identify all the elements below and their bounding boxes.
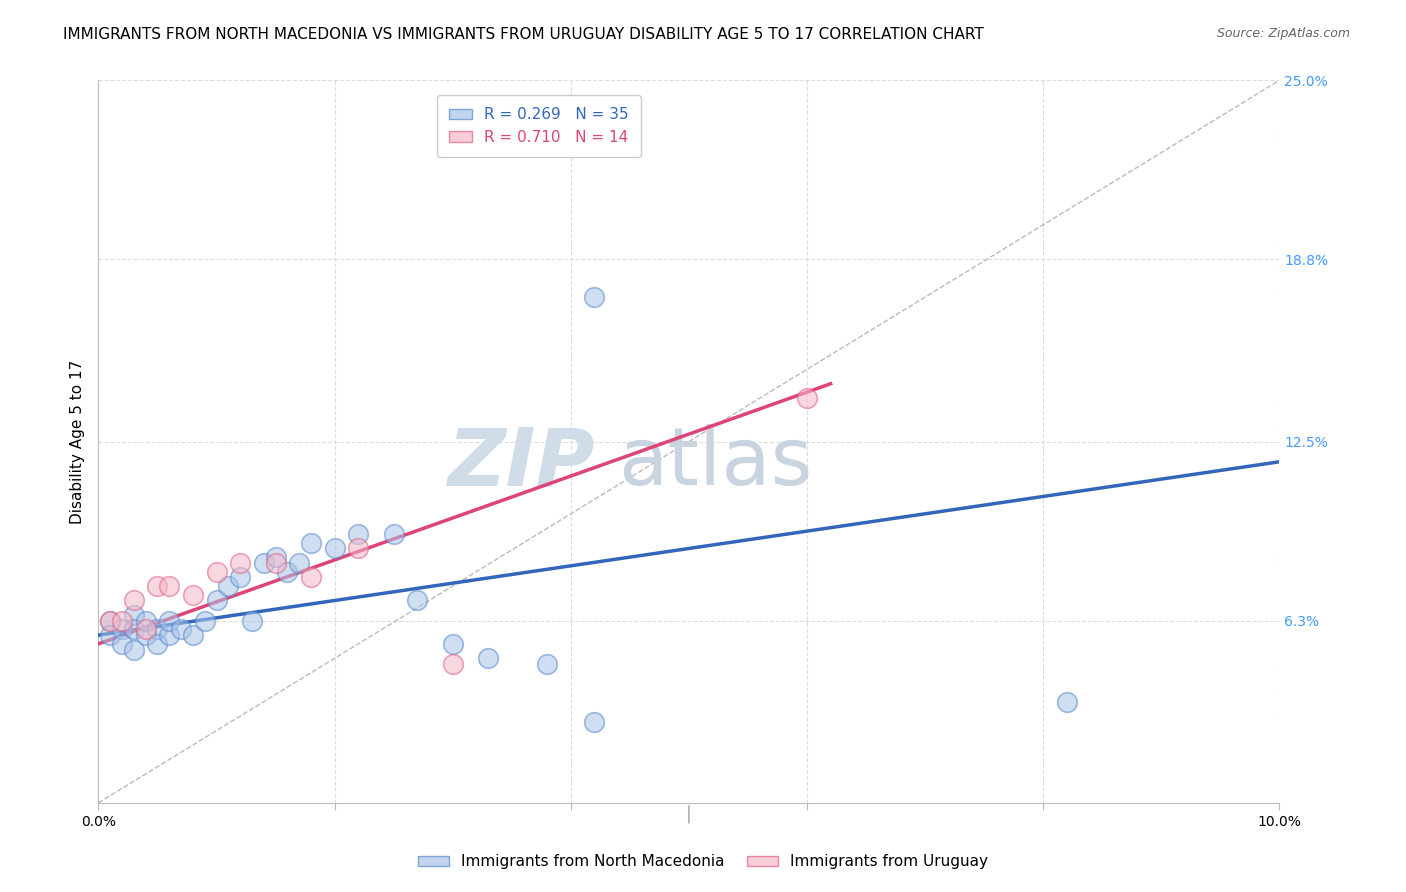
Point (111, 637, 134, 651)
Point (323, 541, 346, 556)
Point (264, 550, 287, 565)
Point (111, 623, 134, 637)
Point (441, 657, 464, 671)
Point (406, 593, 429, 607)
Point (122, 607, 145, 622)
Point (583, 290, 606, 304)
Point (122, 593, 145, 607)
Point (536, 657, 558, 671)
Text: ZIP: ZIP (447, 425, 595, 502)
Point (146, 623, 169, 637)
Point (477, 651, 499, 665)
Point (240, 614, 263, 628)
Point (157, 628, 180, 642)
Point (181, 628, 204, 642)
Point (264, 556, 287, 570)
Point (181, 588, 204, 602)
Point (441, 637, 464, 651)
Legend: R = 0.269   N = 35, R = 0.710   N = 14: R = 0.269 N = 35, R = 0.710 N = 14 (437, 95, 641, 157)
Point (111, 614, 134, 628)
Point (229, 570, 252, 584)
Point (98, 628, 121, 642)
Point (1056, 695, 1078, 709)
Point (276, 565, 298, 579)
Point (347, 541, 370, 556)
Point (170, 623, 193, 637)
Text: IMMIGRANTS FROM NORTH MACEDONIA VS IMMIGRANTS FROM URUGUAY DISABILITY AGE 5 TO 1: IMMIGRANTS FROM NORTH MACEDONIA VS IMMIG… (63, 27, 984, 42)
Point (253, 556, 276, 570)
Point (299, 535, 322, 549)
Point (146, 579, 169, 593)
Point (205, 565, 228, 579)
Text: atlas: atlas (619, 425, 813, 502)
Legend: Immigrants from North Macedonia, Immigrants from Uruguay: Immigrants from North Macedonia, Immigra… (412, 848, 994, 875)
Text: Source: ZipAtlas.com: Source: ZipAtlas.com (1216, 27, 1350, 40)
Point (194, 614, 217, 628)
Point (347, 527, 370, 541)
Point (98, 614, 121, 628)
Point (288, 556, 311, 570)
Point (122, 623, 145, 637)
Point (217, 579, 239, 593)
Point (122, 642, 145, 657)
Point (229, 556, 252, 570)
Point (382, 527, 405, 541)
Point (146, 637, 169, 651)
Point (135, 623, 157, 637)
Y-axis label: Disability Age 5 to 17: Disability Age 5 to 17 (69, 359, 84, 524)
Point (299, 570, 322, 584)
Point (205, 593, 228, 607)
Point (583, 714, 606, 729)
Point (157, 579, 180, 593)
Point (98, 614, 121, 628)
Point (135, 614, 157, 628)
Point (157, 614, 180, 628)
Point (135, 628, 157, 642)
Point (796, 391, 818, 405)
